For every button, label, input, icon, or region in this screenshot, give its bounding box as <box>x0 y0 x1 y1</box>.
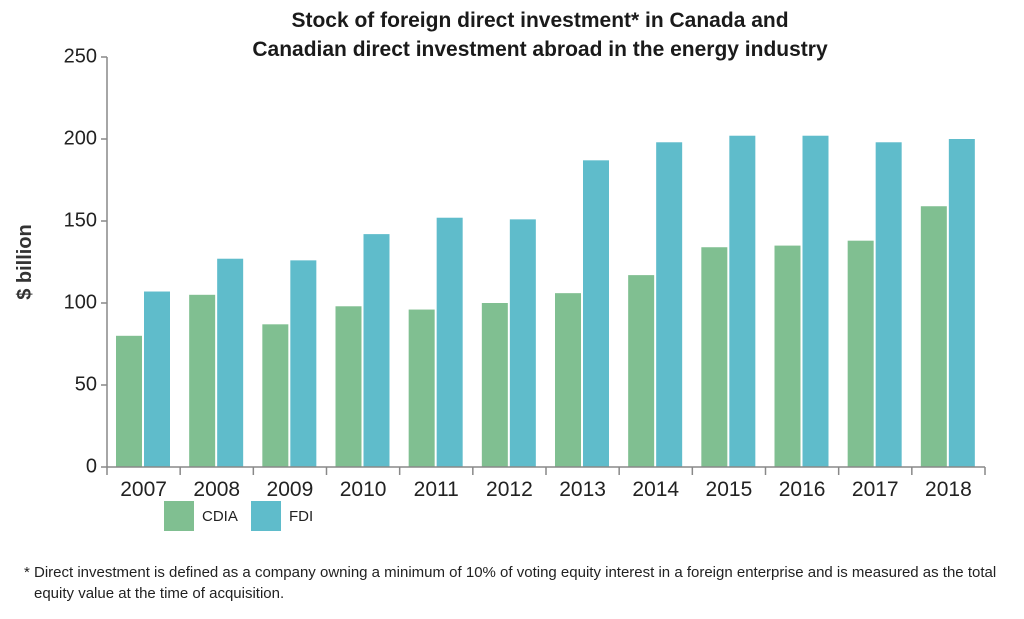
x-tick-label: 2008 <box>193 478 240 501</box>
chart-title-line1: Stock of foreign direct investment* in C… <box>291 9 788 32</box>
y-tick-label: 250 <box>64 45 97 67</box>
y-axis: 0 50 100 150 200 250 <box>64 45 108 477</box>
legend-label-cdia: CDIA <box>202 508 238 525</box>
bar-fdi-2013 <box>583 160 609 467</box>
x-tick-label: 2010 <box>340 478 387 501</box>
x-tick-label: 2017 <box>852 478 899 501</box>
legend: CDIA FDI <box>164 501 313 531</box>
x-tick-label: 2013 <box>559 478 606 501</box>
bar-cdia-2012 <box>481 303 508 467</box>
y-tick-label: 0 <box>86 455 97 477</box>
legend-swatch-cdia <box>164 501 194 531</box>
y-tick-label: 150 <box>64 209 97 231</box>
bar-fdi-2011 <box>436 217 463 467</box>
x-tick-label: 2009 <box>267 478 314 501</box>
bar-fdi-2017 <box>875 142 902 467</box>
legend-label-fdi: FDI <box>289 508 313 525</box>
bar-cdia-2017 <box>847 240 874 467</box>
x-axis: 2007 2008 2009 2010 2011 2012 2013 2014 2015 2016… <box>106 466 986 501</box>
bar-fdi-2018 <box>948 139 975 467</box>
chart-title-line2: Canadian direct investment abroad in the… <box>252 38 828 61</box>
legend-swatch-fdi <box>251 501 281 531</box>
bar-fdi-2009 <box>290 260 317 467</box>
bar-cdia-2009 <box>262 324 289 467</box>
bar-cdia-2011 <box>408 309 435 467</box>
x-tick-label: 2014 <box>632 478 679 501</box>
bar-fdi-2012 <box>509 219 536 467</box>
y-tick-label: 50 <box>75 373 97 395</box>
y-tick-label: 200 <box>64 127 97 149</box>
bar-cdia-2016 <box>774 245 801 467</box>
x-tick-label: 2015 <box>706 478 753 501</box>
bar-fdi-2014 <box>656 142 683 467</box>
bar-fdi-2015 <box>729 135 756 467</box>
footnote: * Direct investment is defined as a comp… <box>24 564 997 602</box>
bar-cdia-2010 <box>335 306 362 467</box>
x-tick-label: 2007 <box>120 478 167 501</box>
x-tick-label: 2016 <box>779 478 826 501</box>
x-tick-label: 2011 <box>414 478 459 501</box>
bar-fdi-2007 <box>144 291 170 467</box>
y-tick-label: 100 <box>64 291 97 313</box>
bar-cdia-2015 <box>701 247 728 467</box>
bar-chart: Stock of foreign direct investment* in C… <box>14 9 986 531</box>
bar-cdia-2008 <box>189 294 216 467</box>
bars-group <box>116 135 975 468</box>
bar-fdi-2010 <box>363 234 390 467</box>
bar-cdia-2018 <box>920 206 947 468</box>
x-tick-label: 2018 <box>925 478 972 501</box>
y-axis-label: $ billion <box>14 224 36 300</box>
x-tick-label: 2012 <box>486 478 533 501</box>
bar-cdia-2014 <box>628 275 655 467</box>
bar-cdia-2007 <box>116 335 142 467</box>
bar-fdi-2008 <box>217 258 244 467</box>
bar-cdia-2013 <box>555 293 581 467</box>
bar-fdi-2016 <box>802 135 829 467</box>
